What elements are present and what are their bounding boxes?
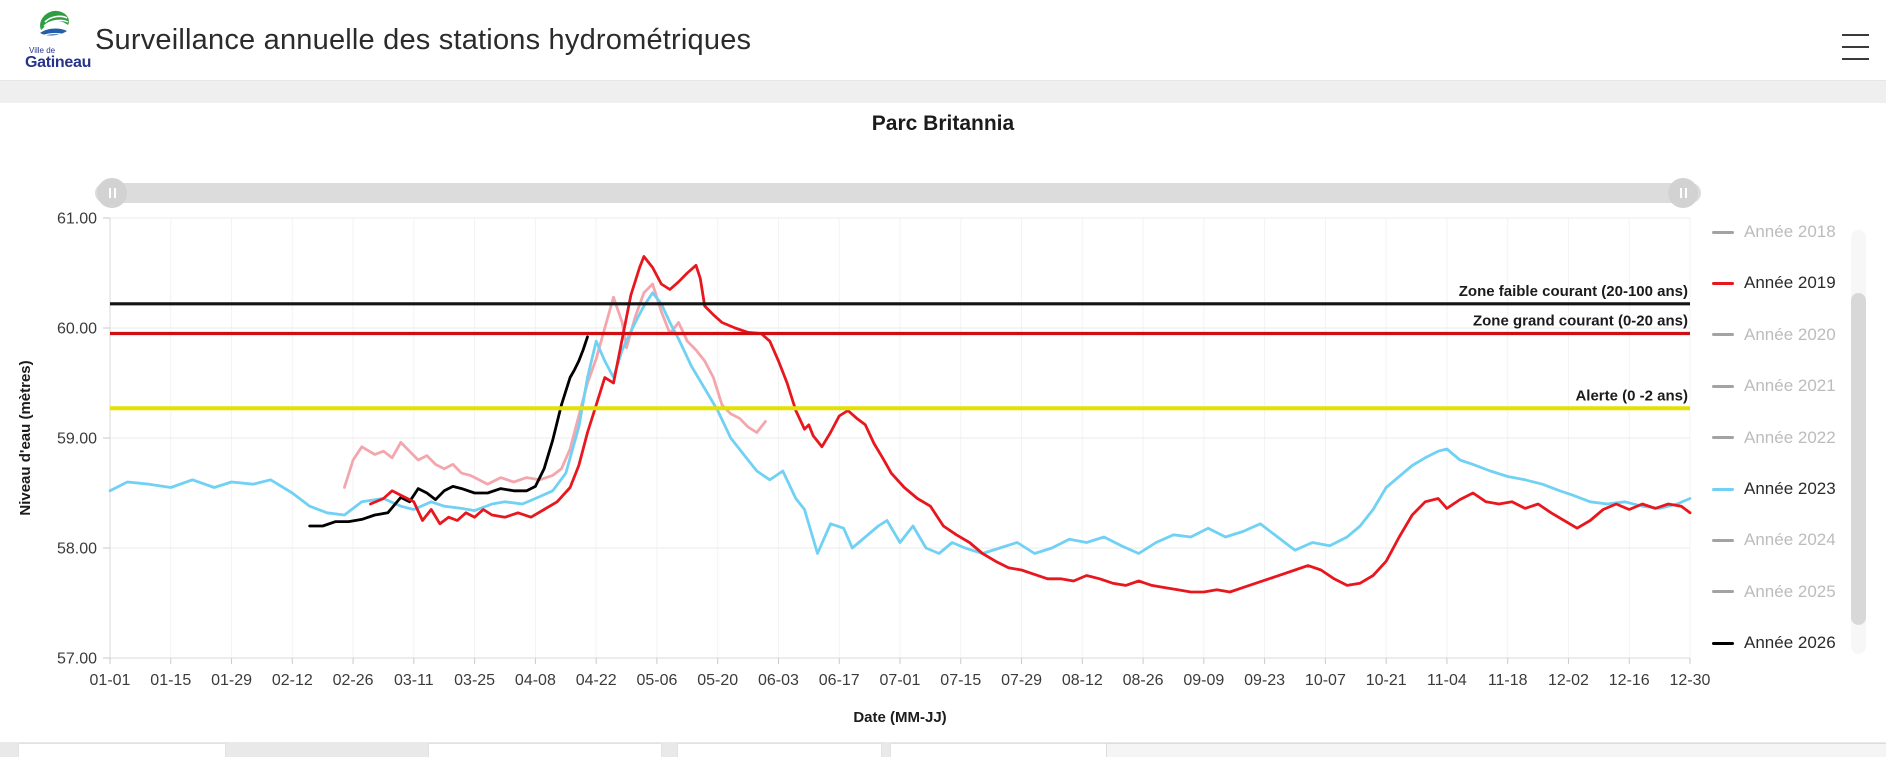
legend-swatch: [1712, 436, 1734, 440]
legend-item-ann-e-2025[interactable]: Année 2025: [1712, 582, 1836, 602]
hamburger-menu-icon[interactable]: [1838, 28, 1874, 64]
logo-line2: Gatineau: [25, 54, 92, 71]
chart-legend: Année 2018 Année 2019 Année 2020 Année 2021…: [1712, 210, 1847, 665]
chart-title: Parc Britannia: [871, 112, 1015, 135]
legend-label: Année 2018: [1744, 222, 1836, 241]
legend-label: Année 2025: [1744, 581, 1836, 601]
legend-item-ann-e-2023[interactable]: Année 2023: [1712, 479, 1836, 499]
bottom-card[interactable]: [18, 743, 226, 757]
hamburger-bar: [1842, 34, 1869, 36]
legend-label: Année 2022: [1744, 427, 1836, 447]
time-range-slider[interactable]: [95, 183, 1701, 203]
legend-swatch: [1712, 384, 1734, 388]
legend-item-ann-e-2026[interactable]: Année 2026: [1712, 633, 1836, 653]
legend-label: Année 2020: [1744, 324, 1836, 344]
hamburger-bar: [1842, 46, 1869, 48]
bottom-panel: [1106, 743, 1886, 757]
hamburger-bar: [1842, 58, 1869, 60]
bottom-card[interactable]: [428, 743, 662, 757]
legend-item-ann-e-2021[interactable]: Année 2021: [1712, 376, 1836, 396]
slider-grip-icon: [109, 188, 111, 198]
slider-grip-icon: [1680, 188, 1682, 198]
logo-line1: Ville de: [29, 46, 56, 55]
legend-swatch: [1712, 487, 1734, 491]
bottom-card[interactable]: [677, 743, 882, 757]
legend-scrollbar-thumb[interactable]: [1851, 293, 1866, 625]
slider-grip-icon: [1685, 188, 1687, 198]
legend-item-ann-e-2019[interactable]: Année 2019: [1712, 273, 1836, 293]
legend-swatch: [1712, 538, 1734, 542]
slider-handle-right[interactable]: [1668, 178, 1698, 208]
legend-item-ann-e-2018[interactable]: Année 2018: [1712, 222, 1836, 242]
legend-swatch: [1712, 333, 1734, 337]
legend-swatch: [1712, 281, 1734, 285]
slider-handle-left[interactable]: [97, 178, 127, 208]
legend-item-ann-e-2024[interactable]: Année 2024: [1712, 530, 1836, 550]
legend-item-ann-e-2020[interactable]: Année 2020: [1712, 325, 1836, 345]
legend-label: Année 2019: [1744, 273, 1836, 293]
bottom-card[interactable]: [890, 743, 1108, 757]
legend-label: Année 2023: [1744, 479, 1836, 498]
legend-swatch: [1712, 230, 1734, 234]
slider-grip-icon: [114, 188, 116, 198]
app-header: Ville de Gatineau Surveillance annuelle …: [0, 0, 1886, 81]
bottom-section-strip: [0, 742, 1886, 757]
legend-label: Année 2021: [1744, 376, 1836, 396]
gatineau-logo-icon: [40, 10, 69, 37]
legend-swatch: [1712, 590, 1734, 594]
legend-label: Année 2026: [1744, 633, 1836, 653]
legend-swatch: [1712, 641, 1734, 645]
legend-label: Année 2024: [1744, 530, 1836, 550]
legend-item-ann-e-2022[interactable]: Année 2022: [1712, 428, 1836, 448]
app-title: Surveillance annuelle des stations hydro…: [95, 24, 752, 56]
gatineau-logo[interactable]: Ville de Gatineau: [25, 6, 91, 72]
